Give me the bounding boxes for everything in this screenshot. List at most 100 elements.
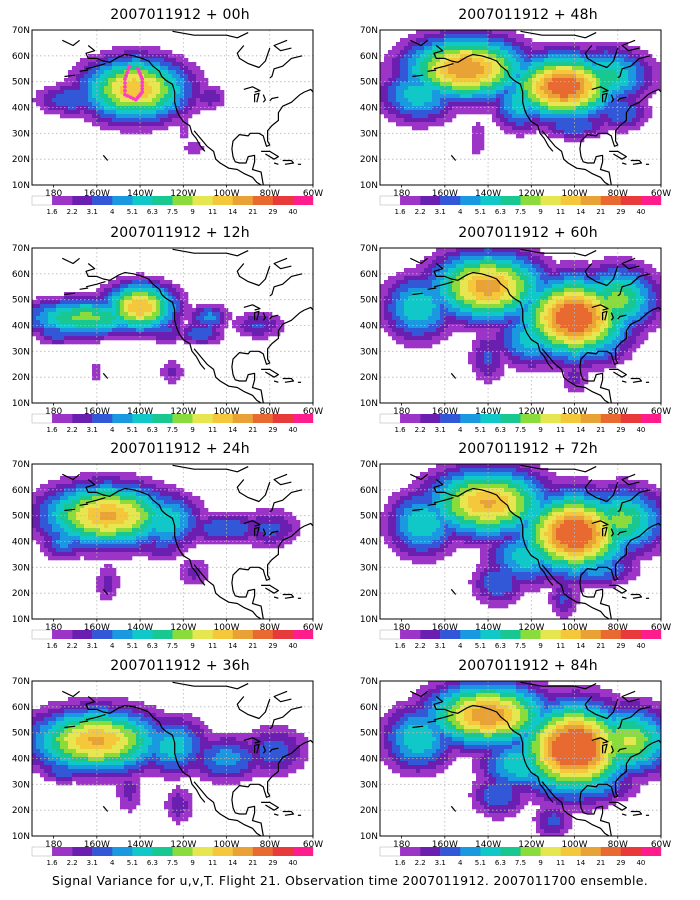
variance-cell [456, 106, 461, 111]
variance-cell [48, 308, 53, 313]
variance-cell [432, 288, 437, 293]
variance-cell [492, 62, 497, 67]
variance-cell [548, 130, 553, 135]
variance-cell [56, 328, 61, 333]
variance-cell [468, 46, 473, 51]
variance-cell [152, 82, 157, 87]
variance-cell [84, 62, 89, 67]
variance-cell [196, 316, 201, 321]
variance-cell [428, 288, 433, 293]
variance-cell [584, 372, 589, 377]
variance-cell [548, 70, 553, 75]
variance-cell [392, 98, 397, 103]
variance-cell [88, 78, 93, 83]
variance-cell [220, 336, 225, 341]
variance-cell [124, 308, 129, 313]
variance-cell [104, 98, 109, 103]
variance-cell [524, 54, 529, 59]
variance-cell [448, 296, 453, 301]
variance-cell [516, 98, 521, 103]
variance-cell [620, 324, 625, 329]
variance-cell [564, 126, 569, 131]
variance-cell [560, 118, 565, 123]
variance-cell [500, 82, 505, 87]
variance-cell [572, 260, 577, 265]
variance-cell [588, 98, 593, 103]
variance-cell [496, 98, 501, 103]
variance-cell [572, 328, 577, 333]
variance-cell [568, 352, 573, 357]
variance-cell [108, 106, 113, 111]
variance-cell [408, 106, 413, 111]
variance-cell [452, 70, 457, 75]
variance-cell [260, 312, 265, 317]
variance-cell [100, 296, 105, 301]
variance-cell [456, 304, 461, 309]
variance-cell [592, 78, 597, 83]
variance-cell [496, 252, 501, 257]
variance-cell [612, 288, 617, 293]
variance-cell [564, 66, 569, 71]
coastline [96, 271, 206, 370]
variance-cell [572, 102, 577, 107]
variance-cell [436, 74, 441, 79]
variance-cell [188, 142, 193, 147]
variance-cell [544, 62, 549, 67]
variance-cell [392, 66, 397, 71]
variance-cell [204, 308, 209, 313]
colorbar-label: 14 [228, 426, 237, 434]
variance-cell [112, 296, 117, 301]
variance-cell [500, 340, 505, 345]
variance-cell [420, 74, 425, 79]
variance-cell [36, 304, 41, 309]
variance-cell [600, 260, 605, 265]
variance-cell [392, 280, 397, 285]
variance-cell [472, 94, 477, 99]
variance-cell [448, 82, 453, 87]
variance-cell [488, 336, 493, 341]
variance-cell [488, 340, 493, 345]
variance-cell [176, 372, 181, 377]
variance-cell [440, 70, 445, 75]
variance-cell [544, 74, 549, 79]
variance-cell [68, 98, 73, 103]
variance-cell [528, 292, 533, 297]
variance-cell [44, 316, 49, 321]
variance-cell [444, 276, 449, 281]
variance-cell [80, 324, 85, 329]
variance-cell [600, 308, 605, 313]
variance-cell [388, 86, 393, 91]
variance-cell [436, 308, 441, 313]
variance-cell [112, 66, 117, 71]
variance-cell [436, 82, 441, 87]
variance-cell [484, 336, 489, 341]
variance-cell [588, 78, 593, 83]
variance-cell [180, 90, 185, 95]
variance-cell [460, 252, 465, 257]
variance-cell [52, 90, 57, 95]
variance-cell [584, 66, 589, 71]
variance-cell [92, 296, 97, 301]
variance-cell [548, 54, 553, 59]
variance-cell [500, 328, 505, 333]
variance-cell [396, 288, 401, 293]
variance-cell [508, 118, 513, 123]
variance-cell [580, 332, 585, 337]
variance-cell [240, 328, 245, 333]
variance-cell [220, 98, 225, 103]
variance-cell [92, 90, 97, 95]
variance-cell [548, 260, 553, 265]
variance-cell [496, 90, 501, 95]
variance-cell [72, 320, 77, 325]
variance-cell [64, 304, 69, 309]
variance-cell [56, 320, 61, 325]
variance-cell [540, 332, 545, 337]
variance-cell [64, 296, 69, 301]
variance-cell [588, 292, 593, 297]
variance-cell [572, 106, 577, 111]
variance-cell [100, 110, 105, 115]
variance-cell [100, 82, 105, 87]
plot-frame [31, 247, 314, 404]
variance-cell [412, 320, 417, 325]
variance-cell [508, 276, 513, 281]
